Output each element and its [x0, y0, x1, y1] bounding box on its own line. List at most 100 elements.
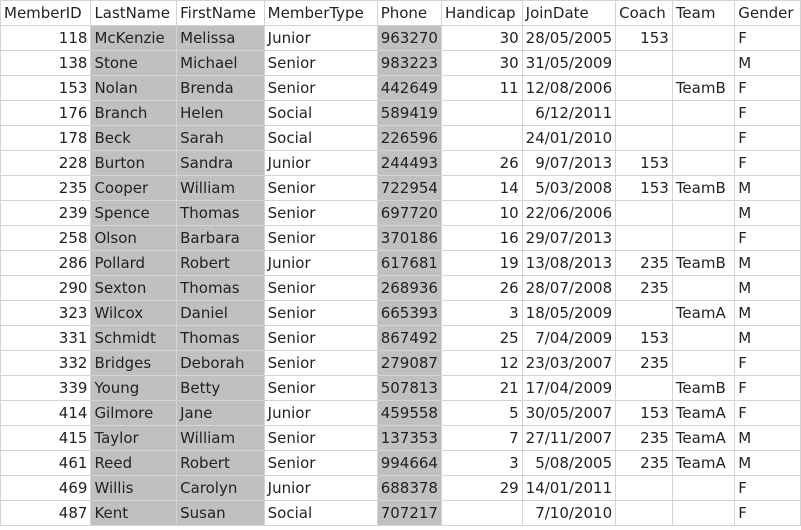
cell-team[interactable]	[671, 325, 736, 351]
cell-coach[interactable]: 153	[615, 25, 673, 51]
cell-membertype[interactable]: Junior	[263, 475, 378, 501]
cell-phone[interactable]: 268936	[376, 275, 442, 301]
cell-memberid[interactable]: 176	[0, 100, 92, 126]
cell-membertype[interactable]: Senior	[263, 200, 378, 226]
cell-joindate[interactable]: 23/03/2007	[521, 350, 617, 376]
cell-memberid[interactable]: 332	[0, 350, 92, 376]
cell-joindate[interactable]: 12/08/2006	[521, 75, 617, 101]
cell-gender[interactable]: F	[734, 375, 801, 401]
cell-joindate[interactable]: 9/07/2013	[521, 150, 617, 176]
cell-gender[interactable]: M	[734, 450, 801, 476]
cell-gender[interactable]: F	[734, 500, 801, 526]
cell-team[interactable]: TeamA	[671, 400, 736, 426]
column-header-membertype[interactable]: MemberType	[263, 0, 378, 26]
cell-membertype[interactable]: Senior	[263, 275, 378, 301]
cell-lastname[interactable]: Young	[90, 375, 178, 401]
cell-lastname[interactable]: Kent	[90, 500, 178, 526]
cell-firstname[interactable]: Robert	[176, 450, 265, 476]
cell-firstname[interactable]: Susan	[176, 500, 265, 526]
cell-lastname[interactable]: McKenzie	[90, 25, 178, 51]
cell-membertype[interactable]: Social	[263, 500, 378, 526]
cell-joindate[interactable]: 30/05/2007	[521, 400, 617, 426]
cell-handicap[interactable]: 11	[440, 75, 523, 101]
cell-joindate[interactable]: 24/01/2010	[521, 125, 617, 151]
cell-phone[interactable]: 697720	[376, 200, 442, 226]
cell-handicap[interactable]: 3	[440, 450, 523, 476]
cell-team[interactable]	[671, 475, 736, 501]
cell-membertype[interactable]: Senior	[263, 225, 378, 251]
cell-handicap[interactable]: 5	[440, 400, 523, 426]
cell-lastname[interactable]: Willis	[90, 475, 178, 501]
cell-phone[interactable]: 665393	[376, 300, 442, 326]
cell-firstname[interactable]: Deborah	[176, 350, 265, 376]
cell-team[interactable]	[671, 225, 736, 251]
cell-firstname[interactable]: Daniel	[176, 300, 265, 326]
cell-team[interactable]	[671, 25, 736, 51]
cell-handicap[interactable]: 14	[440, 175, 523, 201]
cell-team[interactable]	[671, 125, 736, 151]
cell-lastname[interactable]: Spence	[90, 200, 178, 226]
cell-firstname[interactable]: Thomas	[176, 275, 265, 301]
cell-memberid[interactable]: 153	[0, 75, 92, 101]
cell-lastname[interactable]: Burton	[90, 150, 178, 176]
column-header-coach[interactable]: Coach	[615, 0, 673, 26]
cell-gender[interactable]: F	[734, 350, 801, 376]
cell-handicap[interactable]: 26	[440, 150, 523, 176]
cell-gender[interactable]: M	[734, 325, 801, 351]
cell-joindate[interactable]: 5/08/2005	[521, 450, 617, 476]
cell-team[interactable]	[671, 350, 736, 376]
cell-firstname[interactable]: Robert	[176, 250, 265, 276]
cell-coach[interactable]: 235	[615, 450, 673, 476]
cell-gender[interactable]: F	[734, 225, 801, 251]
cell-membertype[interactable]: Junior	[263, 25, 378, 51]
cell-membertype[interactable]: Junior	[263, 400, 378, 426]
cell-phone[interactable]: 370186	[376, 225, 442, 251]
cell-memberid[interactable]: 415	[0, 425, 92, 451]
cell-lastname[interactable]: Wilcox	[90, 300, 178, 326]
cell-handicap[interactable]: 16	[440, 225, 523, 251]
cell-lastname[interactable]: Stone	[90, 50, 178, 76]
cell-firstname[interactable]: Betty	[176, 375, 265, 401]
cell-coach[interactable]	[615, 300, 673, 326]
cell-team[interactable]	[671, 150, 736, 176]
cell-memberid[interactable]: 138	[0, 50, 92, 76]
cell-team[interactable]: TeamA	[671, 425, 736, 451]
cell-coach[interactable]: 235	[615, 250, 673, 276]
cell-handicap[interactable]: 12	[440, 350, 523, 376]
cell-phone[interactable]: 244493	[376, 150, 442, 176]
cell-firstname[interactable]: Barbara	[176, 225, 265, 251]
cell-firstname[interactable]: Sandra	[176, 150, 265, 176]
cell-joindate[interactable]: 31/05/2009	[521, 50, 617, 76]
cell-coach[interactable]	[615, 50, 673, 76]
cell-memberid[interactable]: 331	[0, 325, 92, 351]
cell-lastname[interactable]: Nolan	[90, 75, 178, 101]
cell-handicap[interactable]: 7	[440, 425, 523, 451]
cell-coach[interactable]	[615, 375, 673, 401]
cell-team[interactable]: TeamB	[671, 375, 736, 401]
cell-joindate[interactable]: 6/12/2011	[521, 100, 617, 126]
cell-team[interactable]: TeamA	[671, 450, 736, 476]
cell-handicap[interactable]: 10	[440, 200, 523, 226]
cell-joindate[interactable]: 28/05/2005	[521, 25, 617, 51]
cell-gender[interactable]: F	[734, 150, 801, 176]
cell-lastname[interactable]: Schmidt	[90, 325, 178, 351]
cell-membertype[interactable]: Senior	[263, 50, 378, 76]
cell-gender[interactable]: M	[734, 300, 801, 326]
column-header-joindate[interactable]: JoinDate	[521, 0, 617, 26]
cell-membertype[interactable]: Senior	[263, 375, 378, 401]
cell-team[interactable]	[671, 50, 736, 76]
cell-coach[interactable]	[615, 125, 673, 151]
column-header-firstname[interactable]: FirstName	[176, 0, 265, 26]
cell-lastname[interactable]: Gilmore	[90, 400, 178, 426]
cell-coach[interactable]: 235	[615, 350, 673, 376]
cell-phone[interactable]: 994664	[376, 450, 442, 476]
cell-membertype[interactable]: Junior	[263, 250, 378, 276]
cell-coach[interactable]: 153	[615, 325, 673, 351]
cell-handicap[interactable]	[440, 500, 523, 526]
cell-lastname[interactable]: Sexton	[90, 275, 178, 301]
cell-memberid[interactable]: 178	[0, 125, 92, 151]
cell-memberid[interactable]: 339	[0, 375, 92, 401]
cell-phone[interactable]: 722954	[376, 175, 442, 201]
column-header-gender[interactable]: Gender	[734, 0, 801, 26]
cell-coach[interactable]: 235	[615, 275, 673, 301]
